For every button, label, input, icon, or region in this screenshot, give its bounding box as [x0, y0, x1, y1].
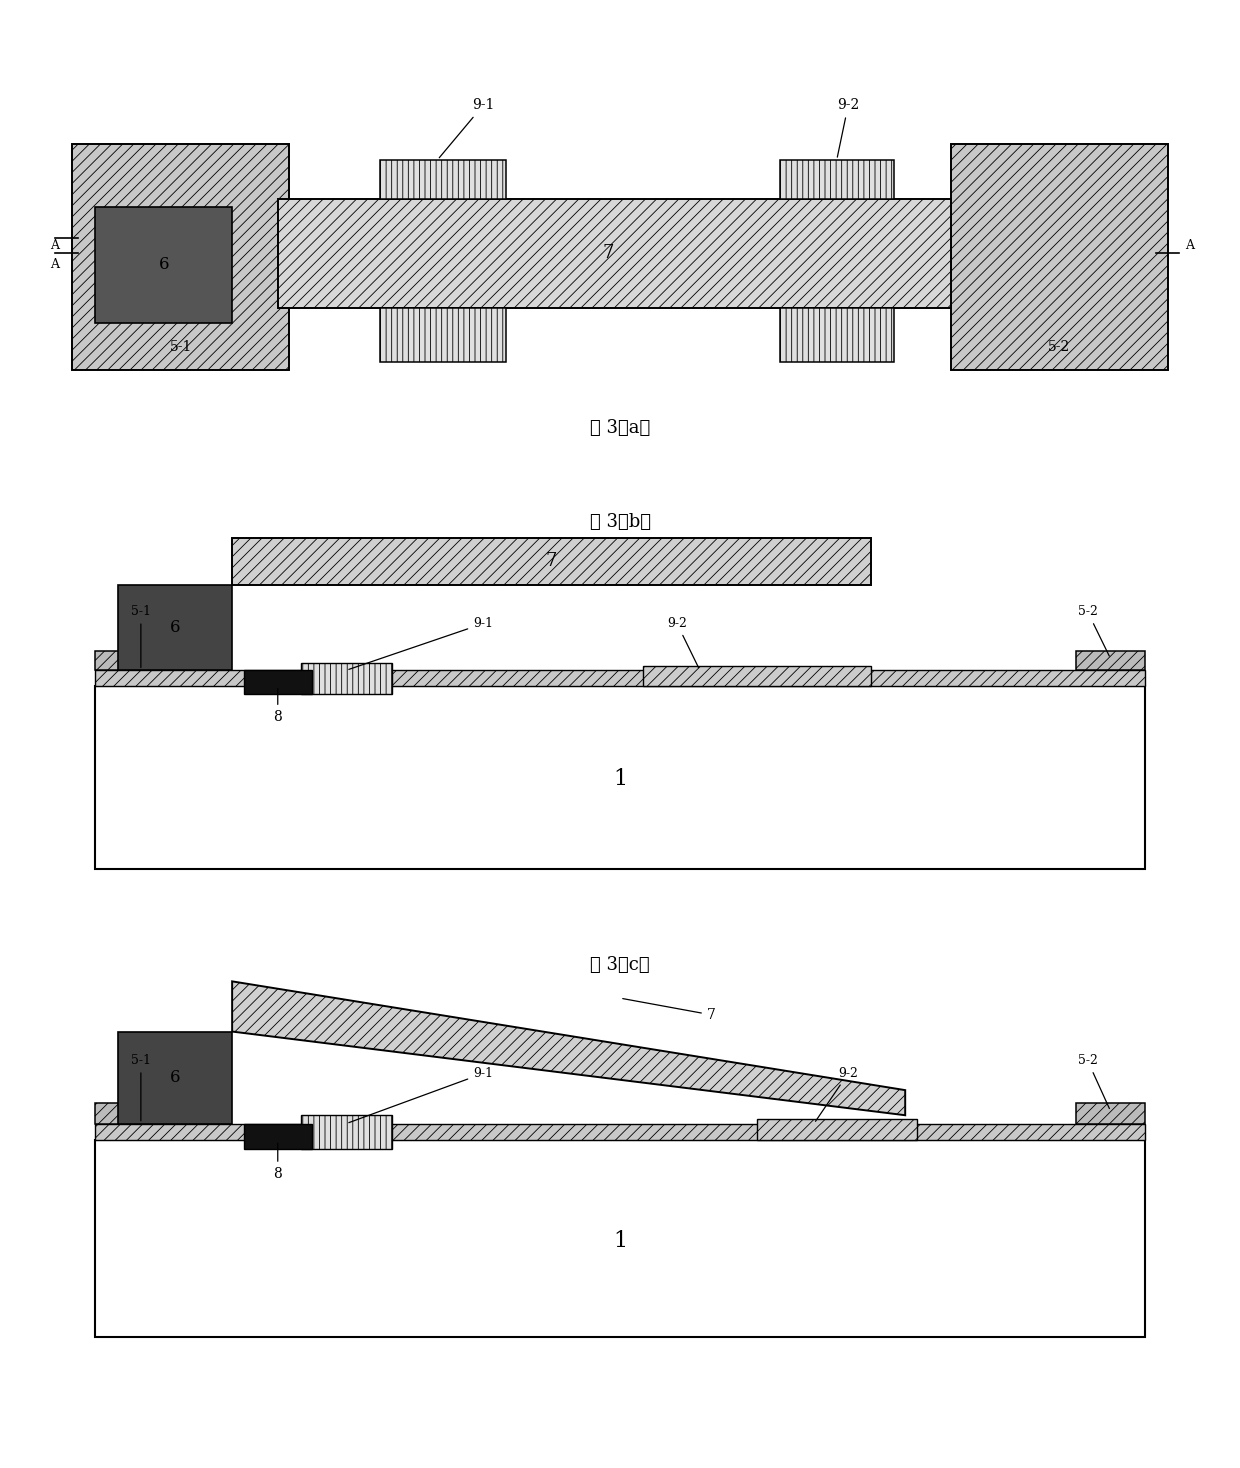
Bar: [756, 1120, 916, 1141]
Bar: [95, 207, 232, 323]
Text: 9-2: 9-2: [667, 617, 698, 668]
Text: 7: 7: [622, 998, 715, 1022]
Bar: [1076, 650, 1145, 671]
Text: 5-1: 5-1: [131, 1054, 151, 1122]
Bar: [300, 662, 392, 694]
Bar: [780, 308, 894, 363]
Bar: [300, 1116, 392, 1148]
Text: 6: 6: [170, 1069, 180, 1086]
Text: 5-2: 5-2: [1078, 1054, 1110, 1108]
Text: 图 3（a）: 图 3（a）: [590, 420, 650, 437]
Text: 6: 6: [170, 619, 180, 636]
Text: 8: 8: [273, 688, 283, 724]
Text: A: A: [1184, 239, 1194, 252]
Text: 图 3（c）: 图 3（c）: [590, 956, 650, 973]
Bar: [381, 160, 506, 198]
Bar: [118, 584, 232, 671]
Bar: [1076, 1102, 1145, 1123]
Text: 9-1: 9-1: [348, 1067, 494, 1123]
Bar: [243, 671, 312, 694]
Text: 5-1: 5-1: [170, 339, 192, 354]
Bar: [95, 1123, 1145, 1141]
Text: 5-2: 5-2: [1048, 339, 1070, 354]
Bar: [780, 160, 894, 198]
Bar: [243, 1123, 312, 1148]
Text: 9-2: 9-2: [837, 98, 859, 157]
Bar: [381, 308, 506, 363]
Bar: [951, 144, 1168, 370]
Text: 7: 7: [546, 552, 557, 571]
Bar: [118, 1032, 232, 1123]
Bar: [95, 650, 186, 671]
Polygon shape: [232, 982, 905, 1116]
Text: 6: 6: [159, 257, 169, 273]
Text: 9-2: 9-2: [816, 1067, 858, 1122]
Text: 1: 1: [613, 1230, 627, 1252]
Bar: [95, 1141, 1145, 1337]
Text: 5-1: 5-1: [131, 605, 151, 668]
Bar: [95, 1102, 186, 1123]
Text: 1: 1: [613, 768, 627, 790]
Bar: [72, 144, 289, 370]
Text: 8: 8: [273, 1144, 283, 1180]
Text: A: A: [50, 258, 58, 272]
Text: 7: 7: [603, 244, 614, 263]
Text: 图 3（b）: 图 3（b）: [589, 514, 651, 531]
Bar: [232, 537, 870, 584]
Text: 9-1: 9-1: [439, 98, 495, 157]
Bar: [95, 686, 1145, 869]
Text: 9-1: 9-1: [348, 617, 494, 669]
Text: 5-2: 5-2: [1078, 605, 1110, 656]
Bar: [278, 198, 951, 308]
Bar: [642, 666, 870, 686]
Text: A: A: [50, 239, 58, 252]
Bar: [95, 671, 1145, 686]
